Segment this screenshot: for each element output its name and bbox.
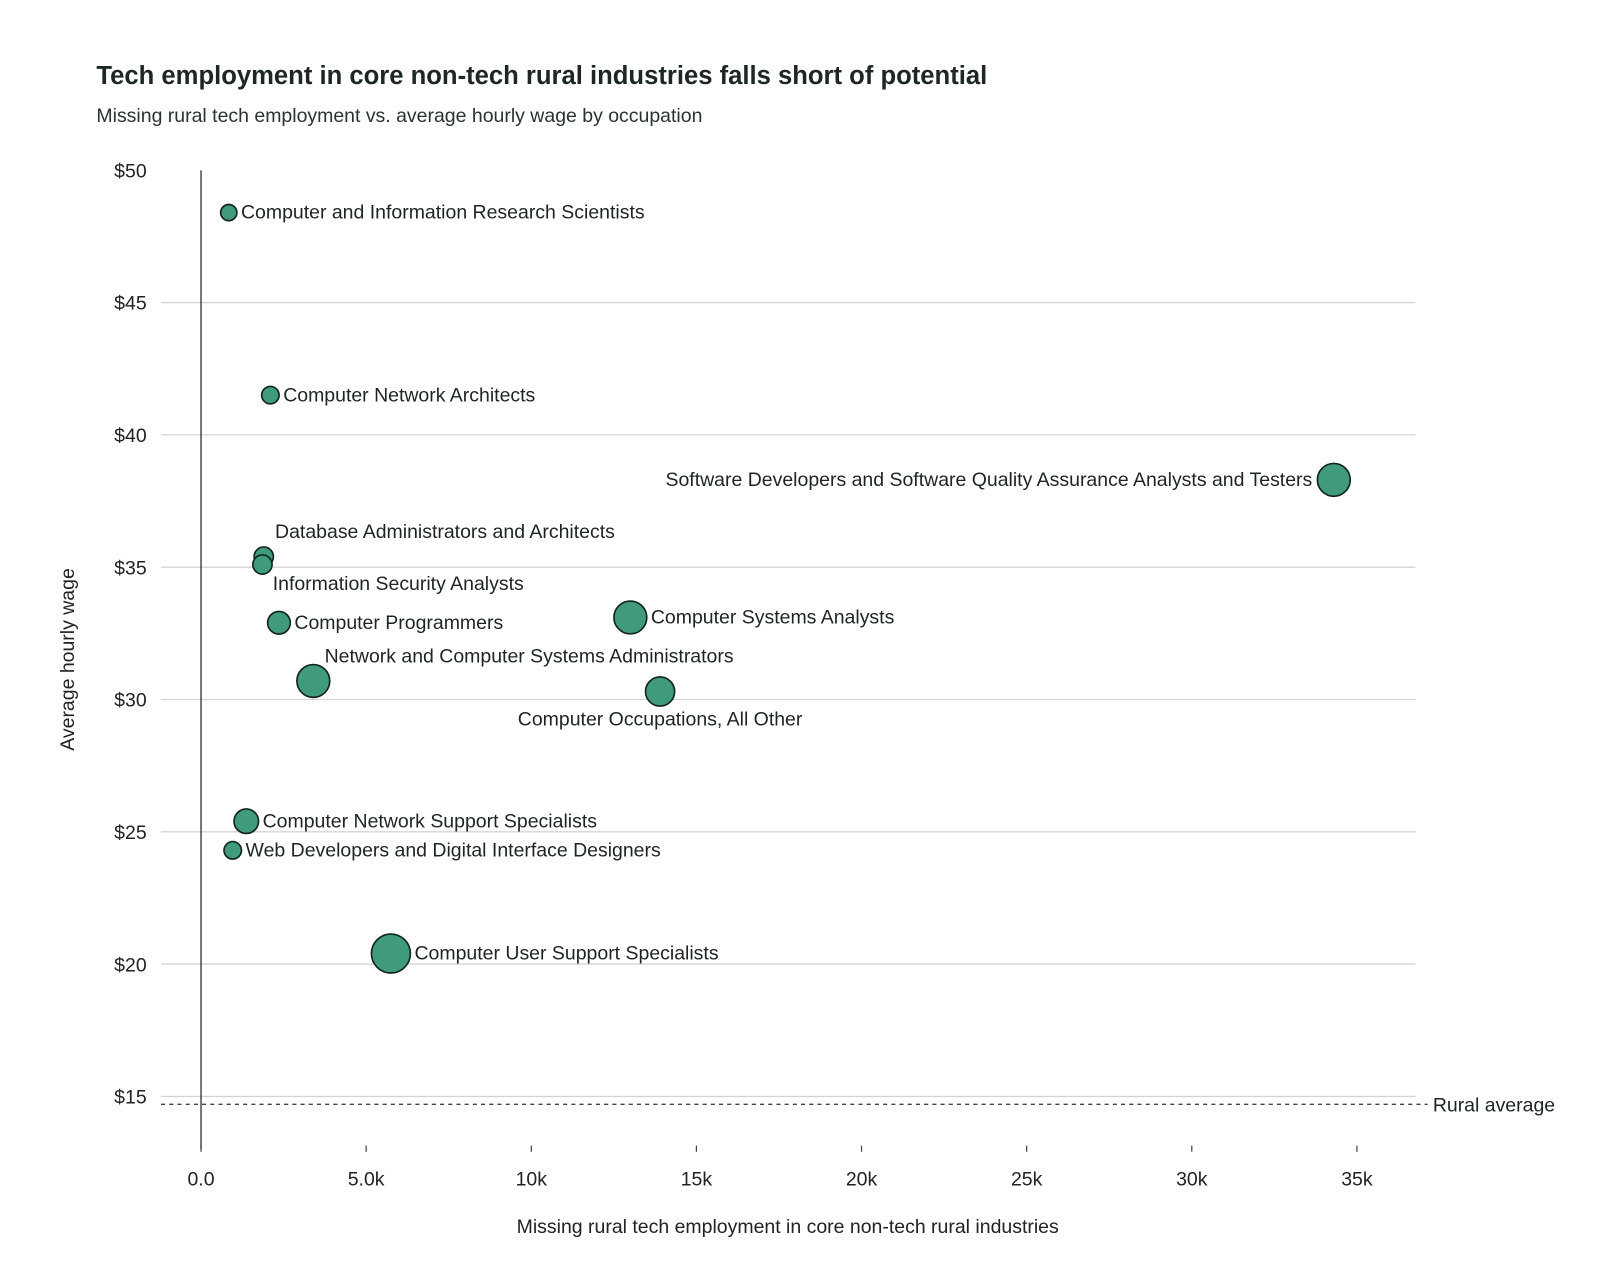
x-tick-label: 30k xyxy=(1176,1169,1208,1191)
x-axis-label: Missing rural tech employment in core no… xyxy=(517,1216,1059,1238)
point-label: Computer Network Architects xyxy=(283,384,535,406)
point-label: Information Security Analysts xyxy=(273,573,524,595)
x-tick-label: 35k xyxy=(1341,1169,1373,1191)
data-point: Computer Systems Analysts xyxy=(613,600,895,635)
bubble xyxy=(613,600,648,635)
point-label: Computer and Information Research Scient… xyxy=(241,202,645,224)
gridlines xyxy=(161,301,1416,1098)
chart-subtitle: Missing rural tech employment vs. averag… xyxy=(96,105,702,127)
y-axis-label: Average hourly wage xyxy=(57,568,79,751)
x-tick-label: 25k xyxy=(1011,1169,1043,1191)
bubble xyxy=(266,610,292,635)
point-label: Computer Systems Analysts xyxy=(651,607,895,629)
bubble xyxy=(296,663,331,699)
bubble xyxy=(219,203,238,222)
x-tick-label: 0.0 xyxy=(187,1169,214,1191)
chart-title: Tech employment in core non-tech rural i… xyxy=(96,62,987,90)
bubble xyxy=(251,554,273,575)
bubble xyxy=(233,808,260,835)
x-tick-label: 15k xyxy=(681,1169,713,1191)
y-tick-label: $40 xyxy=(114,425,147,447)
point-label: Computer User Support Specialists xyxy=(415,943,719,965)
point-label: Software Developers and Software Quality… xyxy=(665,469,1312,491)
y-tick-label: $20 xyxy=(114,954,147,976)
x-tick-label: 10k xyxy=(516,1169,548,1191)
bubble xyxy=(1316,462,1352,498)
y-axis-ticks: $15 $20 $25 $30 $35 $40 $45 $50 xyxy=(114,160,147,1108)
x-tick-label: 5.0k xyxy=(348,1169,385,1191)
bubble xyxy=(644,676,676,707)
data-point: Computer Network Support Specialists xyxy=(233,808,598,835)
y-tick-label: $30 xyxy=(114,690,147,712)
point-label: Computer Network Support Specialists xyxy=(263,810,598,832)
point-label: Database Administrators and Architects xyxy=(275,521,615,543)
rural-average-line: Rural average xyxy=(161,1095,1555,1117)
bubble xyxy=(223,840,243,860)
data-points: Computer and Information Research Scient… xyxy=(219,202,1352,974)
data-point: Computer Network Architects xyxy=(260,384,536,406)
point-label: Web Developers and Digital Interface Des… xyxy=(246,839,661,861)
point-label: Computer Programmers xyxy=(294,612,503,634)
data-point: Computer Programmers xyxy=(266,610,503,635)
data-point: Computer Occupations, All Other xyxy=(518,676,803,730)
data-point: Computer User Support Specialists xyxy=(370,933,719,974)
data-point: Software Developers and Software Quality… xyxy=(665,462,1352,498)
bubble xyxy=(260,385,280,405)
bubble xyxy=(370,933,412,974)
data-point: Database Administrators and Architects xyxy=(253,521,615,568)
data-point: Information Security Analysts xyxy=(251,554,524,595)
x-axis-ticks: 0.0 5.0k 10k 15k 20k 25k 30k 35k xyxy=(187,1145,1373,1191)
data-point: Computer and Information Research Scient… xyxy=(219,202,645,224)
point-label: Network and Computer Systems Administrat… xyxy=(325,646,734,668)
x-tick-label: 20k xyxy=(846,1169,878,1191)
y-tick-label: $25 xyxy=(114,822,147,844)
reference-line-label: Rural average xyxy=(1433,1095,1555,1117)
y-tick-label: $35 xyxy=(114,557,147,579)
y-tick-label: $50 xyxy=(114,160,147,182)
data-point: Web Developers and Digital Interface Des… xyxy=(223,839,661,861)
y-tick-label: $45 xyxy=(114,293,147,315)
data-point: Network and Computer Systems Administrat… xyxy=(296,646,734,699)
y-tick-label: $15 xyxy=(114,1087,147,1109)
point-label: Computer Occupations, All Other xyxy=(518,708,803,730)
